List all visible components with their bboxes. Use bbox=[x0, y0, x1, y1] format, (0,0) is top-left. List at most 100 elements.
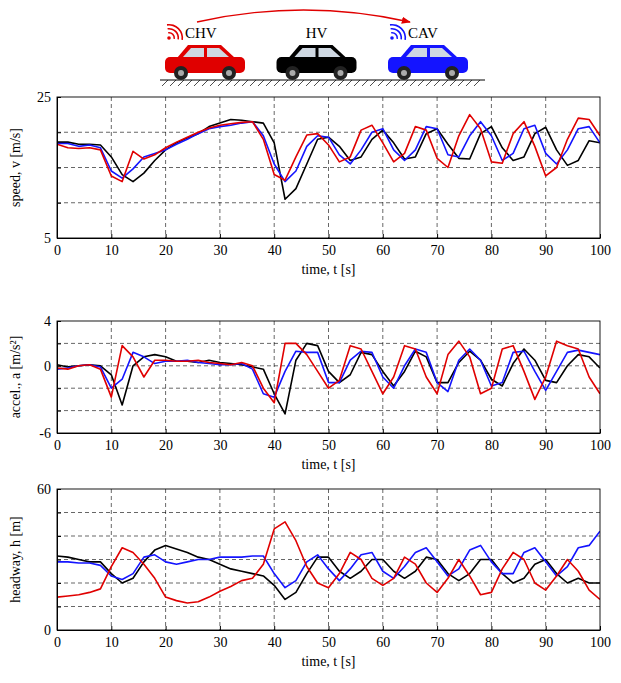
y-tick bbox=[57, 168, 61, 169]
ground-hatch bbox=[186, 80, 192, 86]
x-tick-label: 30 bbox=[213, 438, 227, 453]
x-tick-mark bbox=[437, 234, 438, 238]
y-tick-mark bbox=[57, 168, 61, 169]
ground-hatch bbox=[178, 80, 184, 86]
x-tick: 20 bbox=[159, 626, 173, 650]
ground-hatch bbox=[466, 80, 472, 86]
x-tick-mark bbox=[437, 626, 438, 630]
plot-frame bbox=[57, 321, 600, 433]
x-tick-label: 30 bbox=[213, 243, 227, 258]
y-axis-title: accel., a [m/s²] bbox=[8, 336, 23, 419]
wireless-icon bbox=[168, 32, 175, 39]
ground-hatch bbox=[402, 80, 408, 86]
ground-hatch bbox=[434, 80, 440, 86]
x-tick-mark bbox=[491, 429, 492, 433]
y-tick-label: 25 bbox=[37, 90, 51, 105]
vehicle: CHV bbox=[165, 24, 245, 80]
y-axis-line bbox=[57, 322, 58, 434]
car-cabin bbox=[400, 45, 458, 58]
x-tick-mark bbox=[166, 234, 167, 238]
y-tick bbox=[57, 411, 61, 412]
x-tick: 20 bbox=[159, 429, 173, 453]
y-tick: 0 bbox=[44, 623, 61, 638]
car-hub bbox=[178, 70, 184, 76]
ground-hatch bbox=[386, 80, 392, 86]
x-tick-mark bbox=[329, 626, 330, 630]
x-tick-mark bbox=[437, 429, 438, 433]
grid-line bbox=[57, 410, 600, 411]
x-tick-label: 20 bbox=[159, 438, 173, 453]
car-window bbox=[295, 48, 316, 57]
ground-hatch bbox=[354, 80, 360, 86]
grid-line bbox=[57, 343, 600, 344]
y-tick-mark bbox=[57, 513, 61, 514]
vehicle: HV bbox=[277, 25, 357, 80]
x-tick-mark bbox=[220, 429, 221, 433]
grid-line bbox=[328, 321, 329, 433]
grid-line bbox=[57, 583, 600, 584]
x-tick: 30 bbox=[213, 626, 227, 650]
ground-hatch bbox=[242, 80, 248, 86]
x-tick-label: 10 bbox=[105, 243, 119, 258]
car-hub bbox=[338, 70, 344, 76]
y-tick-mark bbox=[57, 489, 61, 490]
x-tick-mark bbox=[274, 429, 275, 433]
y-tick-mark bbox=[57, 203, 61, 204]
ground-hatch bbox=[234, 80, 240, 86]
x-tick-mark bbox=[329, 234, 330, 238]
x-tick-label: 80 bbox=[485, 438, 499, 453]
vehicle-label: CAV bbox=[408, 25, 438, 41]
y-tick bbox=[57, 536, 61, 537]
panel: 0102030405060708090100525time, t [s]spee… bbox=[8, 90, 611, 277]
plot-area bbox=[57, 115, 600, 200]
y-tick-label: 0 bbox=[44, 359, 51, 374]
x-tick-label: 0 bbox=[54, 243, 61, 258]
y-tick bbox=[57, 607, 61, 608]
x-tick-label: 100 bbox=[590, 243, 611, 258]
x-tick-label: 90 bbox=[539, 635, 553, 650]
y-tick-mark bbox=[57, 132, 61, 133]
x-tick-label: 0 bbox=[54, 635, 61, 650]
car-window bbox=[406, 48, 427, 57]
x-tick: 50 bbox=[322, 234, 336, 258]
x-tick-mark bbox=[383, 626, 384, 630]
x-tick-label: 50 bbox=[322, 243, 336, 258]
grid-line bbox=[57, 132, 600, 133]
x-tick-label: 90 bbox=[539, 438, 553, 453]
car-cabin bbox=[177, 45, 235, 58]
x-tick: 100 bbox=[590, 234, 611, 258]
y-tick-mark bbox=[57, 343, 61, 344]
y-tick-mark bbox=[57, 536, 61, 537]
y-tick bbox=[57, 583, 61, 584]
car-wheel bbox=[334, 66, 348, 80]
x-tick-label: 80 bbox=[485, 635, 499, 650]
car-wheel bbox=[222, 66, 236, 80]
ground-hatch bbox=[338, 80, 344, 86]
y-tick bbox=[57, 132, 61, 133]
x-tick-label: 70 bbox=[431, 438, 445, 453]
vehicle-label: CHV bbox=[185, 25, 217, 41]
x-tick-label: 10 bbox=[105, 438, 119, 453]
panel: 0102030405060708090100-604time, t [s]acc… bbox=[8, 314, 611, 472]
x-tick-mark bbox=[274, 234, 275, 238]
x-tick: 80 bbox=[485, 234, 499, 258]
grid-line bbox=[57, 512, 600, 513]
grid-line bbox=[57, 202, 600, 203]
ground-hatch bbox=[274, 80, 280, 86]
y-axis: 060 bbox=[37, 482, 61, 638]
car-window bbox=[430, 48, 452, 57]
ground-hatch bbox=[314, 80, 320, 86]
car-hub bbox=[226, 70, 232, 76]
y-tick-mark bbox=[57, 630, 61, 631]
car-hub bbox=[401, 70, 407, 76]
x-tick-label: 20 bbox=[159, 243, 173, 258]
wireless-icon bbox=[167, 24, 183, 40]
ground-hatch bbox=[226, 80, 232, 86]
grid bbox=[57, 97, 600, 238]
x-tick-mark bbox=[546, 234, 547, 238]
figure: CHVHVCAV0102030405060708090100525time, t… bbox=[0, 0, 621, 683]
plot-frame bbox=[57, 489, 600, 630]
x-tick: 20 bbox=[159, 234, 173, 258]
x-tick: 10 bbox=[105, 429, 119, 453]
ground-hatch bbox=[202, 80, 208, 86]
